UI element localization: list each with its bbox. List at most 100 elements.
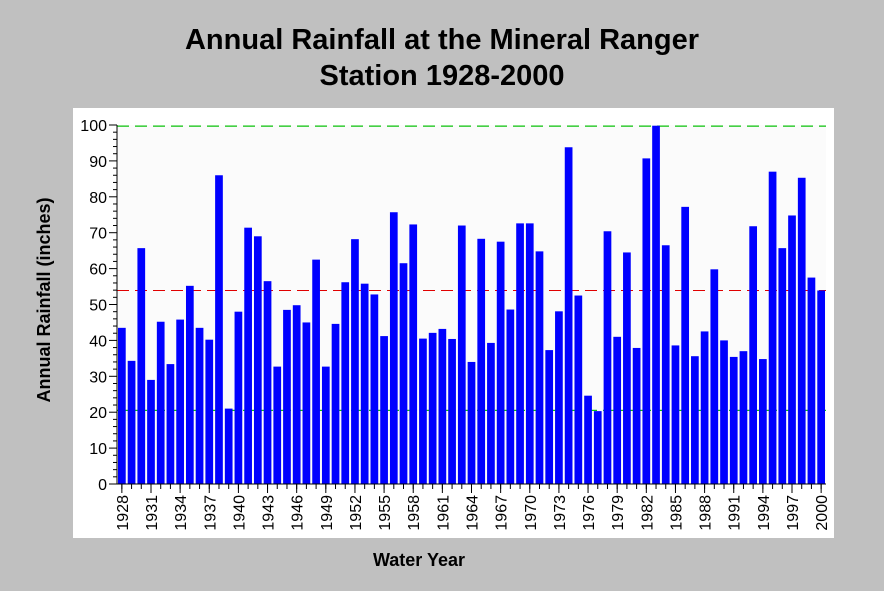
x-tick-label: 1964 — [465, 495, 482, 531]
y-tick-label: 0 — [98, 477, 107, 494]
bars — [118, 125, 825, 485]
bar-1947 — [302, 322, 311, 484]
bar-1957 — [399, 263, 408, 484]
x-axis-ticks: 1928 1931 1934 1937 1940 1943 1946 1949 1952 1955… — [115, 484, 831, 531]
bar-1974 — [564, 147, 573, 484]
bar-1963 — [457, 225, 466, 484]
y-axis-ticks: 0 10 20 30 40 50 60 70 80 90 100 — [80, 118, 117, 494]
x-tick-label: 1979 — [610, 495, 627, 531]
bar-1942 — [253, 236, 262, 484]
x-tick-label: 1949 — [319, 495, 336, 531]
x-tick-label: 1961 — [435, 495, 452, 531]
bar-1944 — [273, 366, 282, 484]
bar-1937 — [205, 339, 214, 484]
bar-1975 — [574, 295, 583, 484]
bar-1956 — [389, 212, 398, 484]
bar-1936 — [195, 327, 204, 484]
bar-1997 — [788, 215, 796, 484]
bar-1998 — [797, 177, 806, 484]
x-tick-label: 1937 — [202, 495, 219, 531]
bar-1982 — [642, 158, 651, 484]
bar-1938 — [215, 175, 223, 484]
bar-1930 — [137, 248, 146, 484]
x-tick-label: 1955 — [377, 495, 394, 531]
bar-1943 — [263, 281, 272, 484]
x-tick-label: 1970 — [523, 495, 540, 531]
x-tick-label: 1982 — [639, 495, 656, 531]
bar-1959 — [419, 338, 427, 484]
chart-title-line-1: Annual Rainfall at the Mineral Ranger — [184, 24, 700, 56]
bar-1934 — [176, 319, 184, 484]
bar-1979 — [613, 336, 622, 484]
bar-1941 — [244, 227, 252, 484]
bar-1929 — [127, 360, 136, 484]
bar-1948 — [312, 259, 320, 484]
bar-1931 — [147, 379, 155, 484]
bar-1946 — [292, 305, 301, 484]
bar-1991 — [729, 356, 738, 484]
bar-1932 — [156, 321, 165, 484]
bar-1993 — [749, 226, 758, 484]
bar-1985 — [671, 345, 680, 484]
bar-1988 — [700, 331, 709, 484]
bar-1940 — [234, 311, 243, 484]
bar-1953 — [360, 283, 369, 484]
bar-1976 — [584, 395, 592, 484]
bar-1983 — [652, 125, 660, 484]
bar-1966 — [487, 342, 495, 484]
chart-title-line-2: Station 1928-2000 — [319, 60, 565, 92]
y-tick-label: 70 — [89, 226, 107, 243]
bar-1960 — [428, 332, 437, 484]
bar-2000 — [817, 290, 825, 484]
bar-1984 — [661, 245, 670, 484]
x-tick-label: 1991 — [727, 495, 744, 531]
bar-1971 — [535, 251, 544, 484]
x-tick-label: 1997 — [785, 495, 802, 531]
bar-1968 — [506, 309, 515, 484]
y-tick-label: 80 — [89, 190, 107, 207]
x-tick-label: 1934 — [173, 495, 190, 531]
x-tick-label: 1940 — [231, 495, 248, 531]
x-tick-label: 1952 — [348, 495, 365, 531]
bar-1935 — [185, 285, 194, 484]
bar-1958 — [409, 224, 418, 484]
x-tick-label: 1943 — [261, 495, 278, 531]
bar-1995 — [768, 171, 777, 485]
x-tick-label: 1973 — [552, 495, 569, 531]
bar-1951 — [341, 282, 350, 484]
bar-1954 — [370, 294, 379, 484]
bar-1989 — [710, 269, 719, 484]
bar-1977 — [593, 411, 602, 484]
bar-1981 — [632, 347, 641, 484]
y-tick-label: 20 — [89, 405, 107, 422]
bar-1992 — [739, 351, 748, 484]
x-tick-label: 1967 — [494, 495, 511, 531]
y-tick-label: 100 — [80, 118, 107, 135]
y-tick-label: 10 — [89, 441, 107, 458]
bar-1986 — [681, 206, 690, 485]
x-tick-label: 1976 — [581, 495, 598, 531]
y-tick-label: 30 — [89, 369, 107, 386]
bar-1970 — [525, 223, 534, 484]
x-tick-label: 1985 — [668, 495, 685, 531]
x-axis-title: Water Year — [373, 550, 465, 570]
y-axis-title: Annual Rainfall (inches) — [34, 197, 54, 402]
x-tick-label: 1931 — [144, 495, 161, 531]
y-tick-label: 90 — [89, 154, 107, 171]
x-tick-label: 1946 — [290, 495, 307, 531]
chart-title: Annual Rainfall at the Mineral Ranger St… — [0, 22, 884, 94]
bar-1987 — [691, 356, 699, 484]
bar-1973 — [555, 311, 563, 484]
y-tick-label: 50 — [89, 298, 107, 315]
x-tick-label: 2000 — [814, 495, 831, 531]
bar-1939 — [224, 408, 233, 484]
bar-1950 — [331, 323, 340, 484]
bar-1964 — [467, 361, 476, 484]
y-tick-label: 60 — [89, 262, 107, 279]
bar-1972 — [545, 350, 554, 484]
bar-1962 — [448, 338, 456, 484]
bar-1928 — [118, 327, 126, 484]
bar-1955 — [380, 336, 388, 484]
bar-1933 — [166, 364, 175, 484]
